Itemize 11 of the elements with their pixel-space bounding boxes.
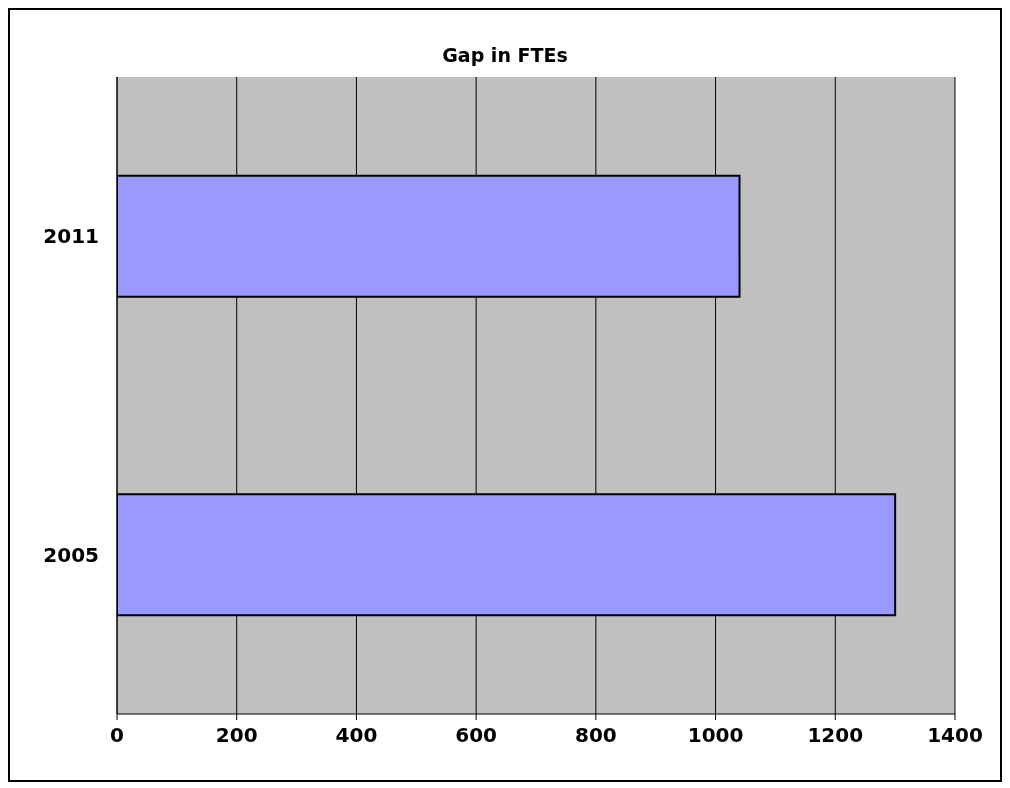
y-tick-label: 2011 bbox=[43, 224, 99, 249]
x-tick-label: 600 bbox=[455, 723, 498, 748]
y-tick-label: 2005 bbox=[43, 542, 99, 567]
x-tick-label: 1200 bbox=[807, 723, 864, 748]
chart-title: Gap in FTEs bbox=[441, 43, 569, 68]
x-tick-label: 0 bbox=[110, 723, 124, 748]
x-tick-label: 800 bbox=[574, 723, 617, 748]
x-tick-label: 400 bbox=[335, 723, 378, 748]
x-tick-label: 200 bbox=[215, 723, 258, 748]
x-tick-label: 1000 bbox=[687, 723, 744, 748]
x-tick-label: 1400 bbox=[927, 723, 983, 748]
